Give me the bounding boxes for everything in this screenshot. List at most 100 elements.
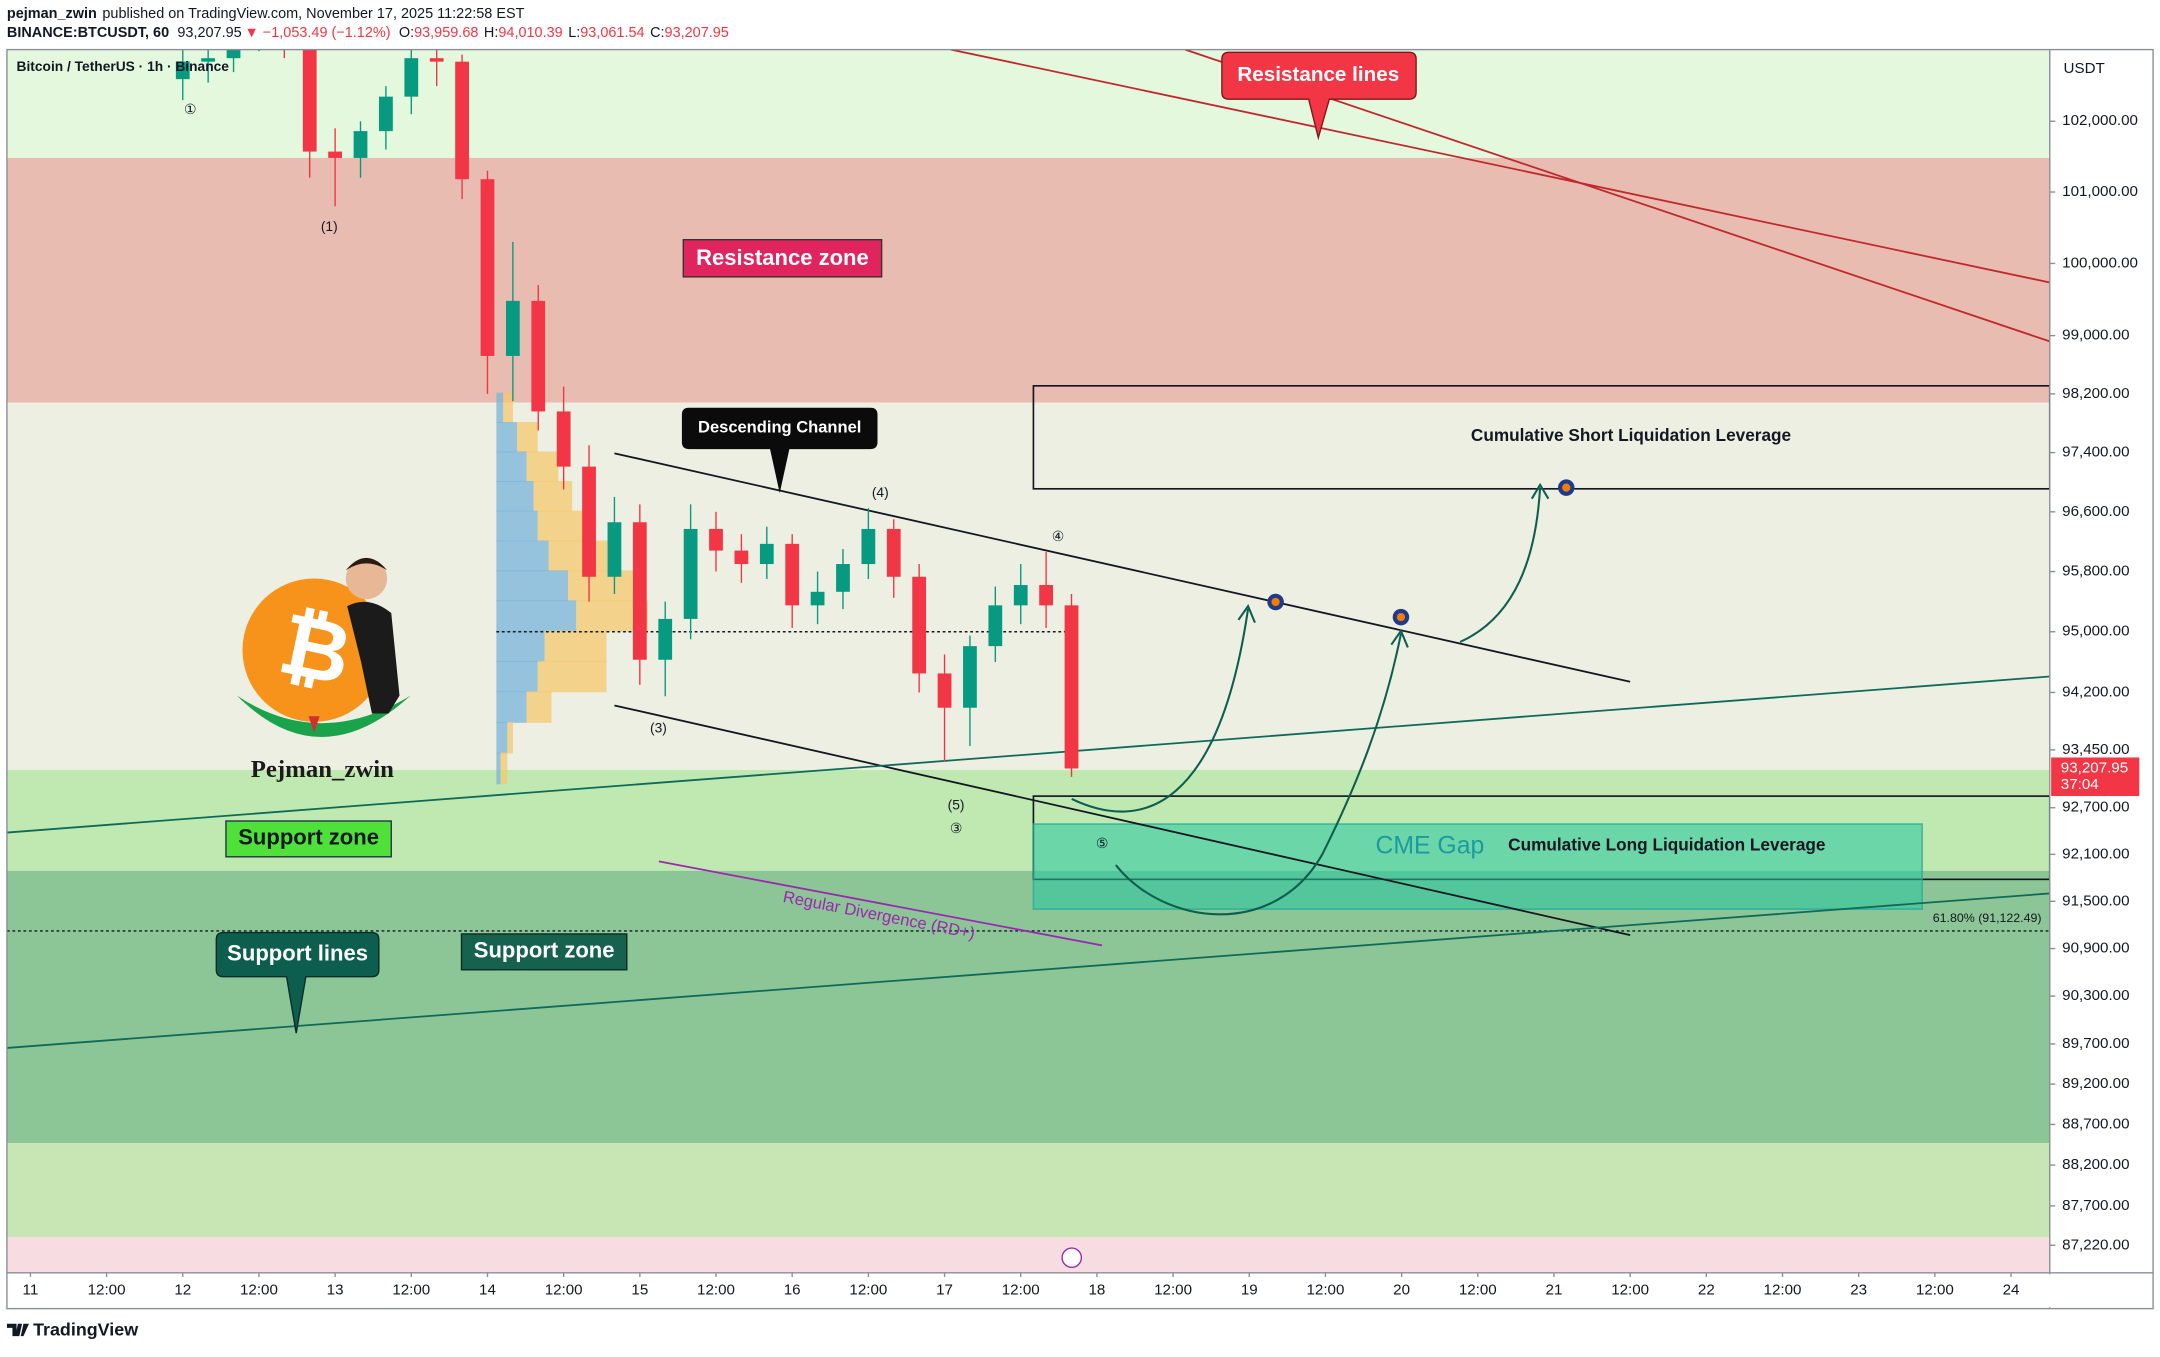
trend-line [6, 892, 2050, 1049]
arrow-head [1390, 628, 1409, 648]
arrow [1115, 633, 1402, 916]
wave-label: ④ [1052, 529, 1064, 544]
profile-sell [503, 392, 513, 423]
hair [345, 557, 388, 571]
y-tick-label: 92,100.00 [2062, 845, 2129, 862]
y-tick-label: 87,700.00 [2062, 1197, 2129, 1214]
candle-body [759, 543, 774, 565]
x-tick-label: 16 [784, 1282, 801, 1299]
x-tick-label: 20 [1393, 1282, 1410, 1299]
y-tick-label: 91,500.00 [2062, 892, 2129, 909]
y-tick-label: 88,200.00 [2062, 1156, 2129, 1173]
trend-line [614, 452, 1631, 683]
callout-text: Resistance lines [1237, 63, 1399, 86]
candle-body [632, 522, 647, 660]
support-zone-text: Support zone [474, 938, 615, 963]
open-label: O: [399, 25, 414, 41]
y-tick-label: 98,200.00 [2062, 385, 2129, 402]
profile-sell [533, 481, 573, 512]
candle-body [582, 466, 596, 577]
x-tick-label: 14 [479, 1282, 496, 1299]
frame [6, 48, 2154, 1310]
x-tick-label: 23 [1850, 1282, 1867, 1299]
candle-body [912, 576, 927, 674]
candle-body [531, 300, 546, 412]
long-liq-text: Cumulative Long Liquidation Leverage [1508, 834, 1825, 854]
trend-line [950, 49, 2050, 284]
candle-body [607, 522, 622, 577]
header-line: pejman_zwin published on TradingView.com,… [7, 6, 525, 22]
profile-buy [496, 691, 527, 723]
wave-label: ① [184, 102, 196, 117]
level-label: 61.80% (91,122.49) [1933, 911, 2042, 925]
x-tick-label: 12:00 [1002, 1282, 1040, 1299]
arrows [1071, 482, 1550, 916]
x-tick-label: 12:00 [240, 1282, 278, 1299]
cme-gap-text: CME Gap [1375, 833, 1484, 860]
publisher: pejman_zwin [7, 6, 97, 22]
x-tick-label: 12:00 [1306, 1282, 1344, 1299]
support-lines-callout [215, 931, 380, 1034]
candle-body [810, 591, 825, 606]
profile-buy [496, 570, 568, 602]
profile-sell [526, 691, 552, 723]
close: 93,207.95 [665, 25, 729, 41]
candle-body [505, 300, 520, 356]
profile-sell [544, 630, 607, 662]
y-tick-label: 102,000.00 [2062, 112, 2138, 129]
symbol: BINANCE:BTCUSDT, 60 [7, 25, 169, 41]
candle-body [302, 49, 317, 152]
profile-sell [517, 422, 538, 453]
candle-body [480, 179, 495, 356]
trend-line [6, 675, 2050, 834]
targets [1267, 479, 1575, 626]
x-tick-label: 12:00 [88, 1282, 126, 1299]
currency: USDT [2064, 60, 2105, 77]
brand-logo [6, 1323, 29, 1337]
candles [175, 49, 1079, 777]
x-tick-label: 12:00 [1459, 1282, 1497, 1299]
candle-body [861, 528, 876, 565]
time-axis-bg [8, 1274, 2152, 1308]
resistance-zone-text: Resistance zone [696, 245, 869, 270]
price-axis-bg [2051, 50, 2152, 1272]
author-text: Pejman_zwin [251, 756, 394, 783]
short-liq-text: Cumulative Short Liquidation Leverage [1471, 425, 1791, 445]
y-tick-label: 88,700.00 [2062, 1115, 2129, 1132]
x-tick-label: 12:00 [1764, 1282, 1802, 1299]
profile-sell [526, 451, 559, 482]
event-icon[interactable] [1061, 1247, 1083, 1268]
y-tick-label: 94,200.00 [2062, 683, 2129, 700]
y-tick-label: 87,220.00 [2062, 1236, 2129, 1253]
candle-body [1013, 585, 1028, 606]
target [1271, 597, 1280, 607]
y-tick-label: 89,200.00 [2062, 1075, 2129, 1092]
low: 93,061.54 [580, 25, 644, 41]
published: published on TradingView.com, November 1… [102, 6, 524, 22]
callout-box [1221, 51, 1417, 141]
x-tick-label: 12:00 [697, 1282, 735, 1299]
x-tick-label: 12 [174, 1282, 191, 1299]
arrow-head [1237, 603, 1256, 624]
profile-buy [496, 392, 504, 423]
x-tick-label: 12:00 [849, 1282, 887, 1299]
candle-body [201, 58, 216, 62]
candle-body [658, 618, 673, 660]
close-label: C: [650, 25, 664, 41]
profile-buy [496, 451, 527, 482]
candle-body [328, 151, 343, 158]
channel-text: Descending Channel [698, 418, 861, 437]
x-tick-label: 21 [1546, 1282, 1563, 1299]
y-tick-label: 90,900.00 [2062, 940, 2129, 957]
y-tick-label: 95,000.00 [2062, 623, 2129, 640]
candle-body [556, 411, 571, 467]
candle-body [785, 543, 800, 606]
x-tick-label: 18 [1088, 1282, 1105, 1299]
profile-buy [496, 630, 545, 662]
support-zone-box [225, 820, 392, 858]
last-price-label: 93,207.95 [2061, 759, 2128, 776]
zone [6, 1237, 2050, 1273]
